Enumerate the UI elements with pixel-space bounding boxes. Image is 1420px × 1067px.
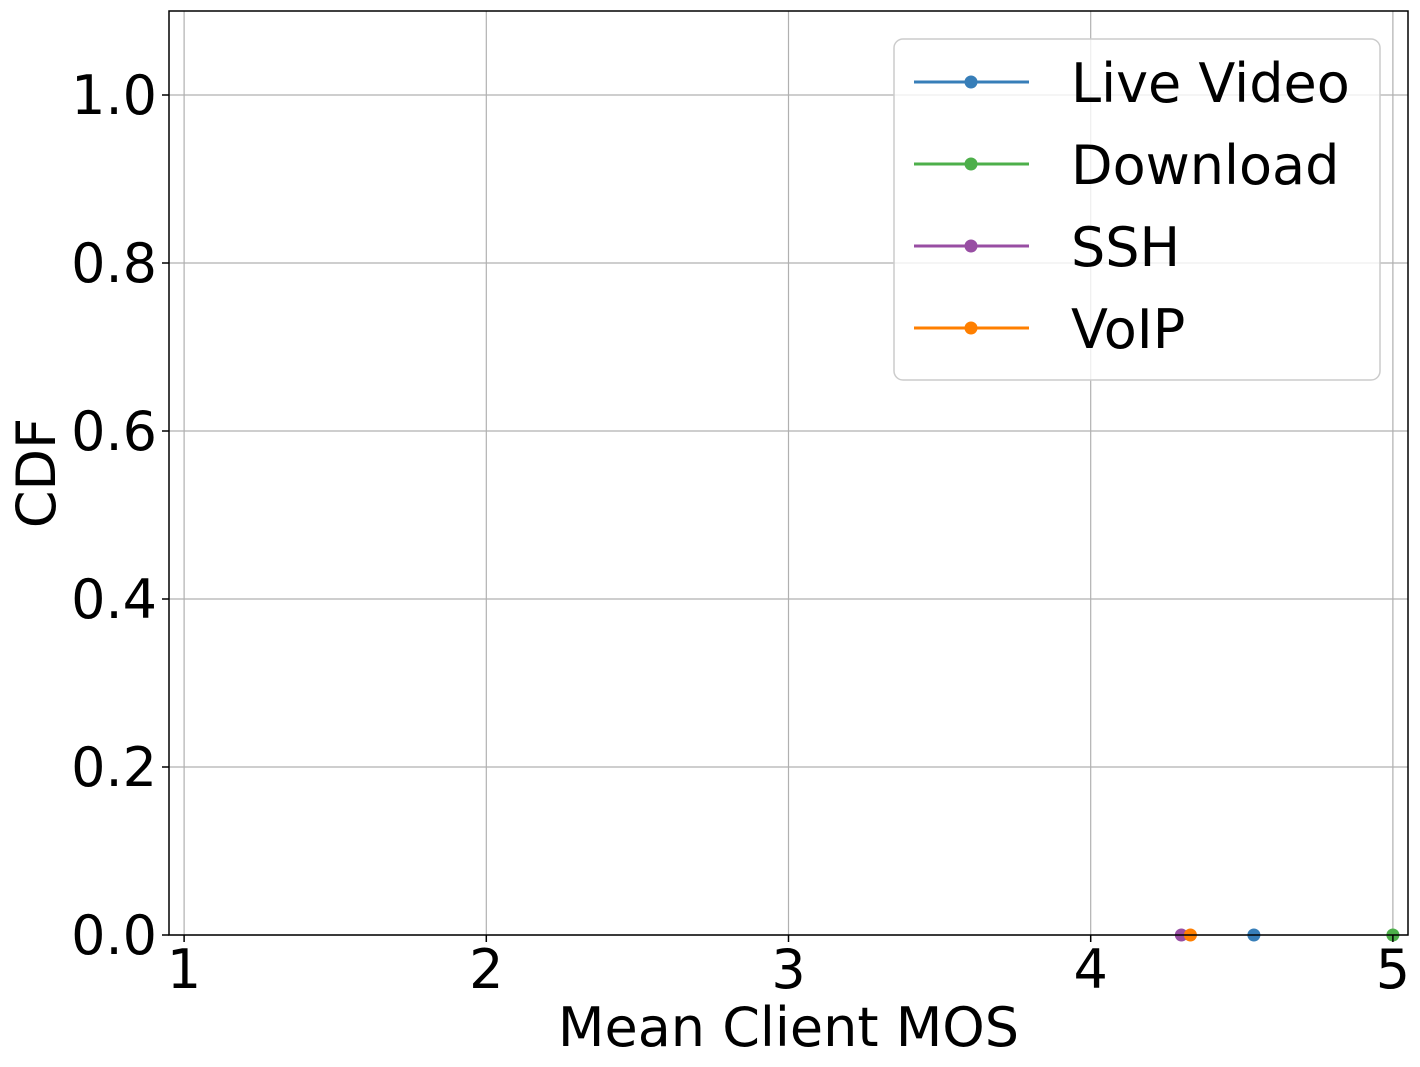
x-tick-label: 3	[771, 938, 805, 1001]
legend-item: SSH	[914, 216, 1180, 279]
x-tick-label: 2	[469, 938, 503, 1001]
legend-label: Live Video	[1071, 52, 1350, 115]
y-tick-label: 1.0	[71, 64, 157, 127]
y-axis-label: CDF	[5, 418, 68, 528]
y-axis: 0.0 0.2 0.4 0.6 0.8 1.0	[71, 64, 169, 967]
legend-label: Download	[1071, 134, 1339, 197]
x-axis: 1 2 3 4 5	[167, 935, 1410, 1001]
y-tick-label: 0.0	[71, 904, 157, 967]
legend-item: Download	[914, 134, 1339, 197]
x-tick-label: 5	[1376, 938, 1410, 1001]
legend-swatch-marker	[964, 321, 978, 335]
legend-label: VoIP	[1071, 298, 1185, 361]
x-axis-label: Mean Client MOS	[558, 996, 1019, 1059]
legend-frame	[893, 38, 1381, 381]
y-tick-label: 0.8	[71, 232, 157, 295]
legend-item: VoIP	[914, 298, 1185, 361]
x-tick-label: 1	[167, 938, 201, 1001]
legend-item: Live Video	[914, 52, 1350, 115]
legend: Live Video Download SSH VoIP	[893, 38, 1381, 381]
x-tick-label: 4	[1074, 938, 1108, 1001]
y-tick-label: 0.2	[71, 736, 157, 799]
legend-label: SSH	[1071, 216, 1180, 279]
legend-swatch-marker	[964, 239, 978, 253]
legend-swatch-marker	[964, 157, 978, 171]
legend-swatch-marker	[964, 75, 978, 89]
y-tick-label: 0.4	[71, 568, 157, 631]
y-tick-label: 0.6	[71, 400, 157, 463]
